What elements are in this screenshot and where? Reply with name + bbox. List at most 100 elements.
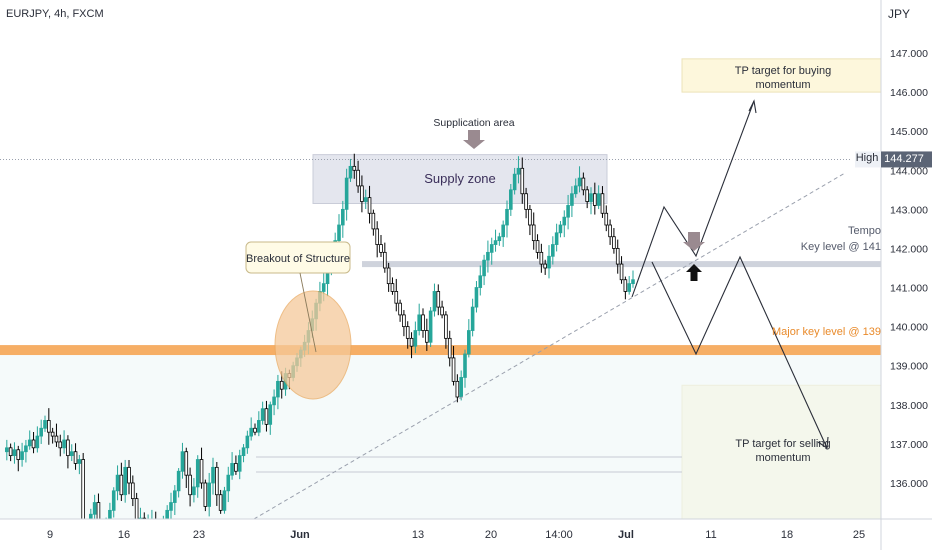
candle <box>352 153 357 179</box>
bullish-arrowhead <box>748 99 757 114</box>
candle <box>405 321 410 349</box>
y-tick-label: 143.000 <box>890 204 928 216</box>
candle-body <box>222 490 227 511</box>
x-tick-label: 13 <box>412 529 424 541</box>
candle-body <box>497 236 502 242</box>
candle-body <box>509 189 513 210</box>
candle <box>547 245 551 279</box>
candle-body <box>241 447 246 457</box>
candles-layer <box>5 153 635 520</box>
candle <box>512 167 517 195</box>
candle <box>463 349 467 388</box>
candle-body <box>165 509 169 520</box>
candle <box>184 447 189 488</box>
candle-body <box>363 197 368 202</box>
candle-body <box>12 449 17 457</box>
candle <box>486 240 490 273</box>
candle-body <box>573 185 578 195</box>
y-tick-label: 139.000 <box>890 361 928 373</box>
candle-body <box>123 466 127 496</box>
candle-body <box>108 509 112 520</box>
candle-body <box>421 314 425 331</box>
candle-body <box>570 193 574 206</box>
breakout-label: Breakout of Structure <box>246 253 350 265</box>
candle <box>169 492 173 519</box>
candle <box>520 157 525 204</box>
candle-body <box>436 291 441 308</box>
black-up-arrow <box>686 264 702 281</box>
candle <box>27 430 32 450</box>
candle-body <box>237 455 242 472</box>
candle <box>241 444 246 463</box>
candle-body <box>470 306 475 331</box>
candle <box>115 465 120 501</box>
y-tick-label: 146.000 <box>890 87 928 99</box>
candle <box>497 232 502 246</box>
candle <box>554 223 559 252</box>
candle-body <box>134 498 139 520</box>
candle <box>585 186 589 209</box>
candle-body <box>524 193 528 210</box>
candle-body <box>619 263 624 281</box>
candle <box>222 486 227 514</box>
high-value-tag <box>881 151 932 168</box>
candle-body <box>344 177 349 210</box>
candle-body <box>54 435 59 443</box>
candle-body <box>341 208 345 226</box>
candle-body <box>20 451 24 460</box>
trendline <box>253 172 846 520</box>
candle-body <box>211 466 215 484</box>
candle <box>367 185 372 224</box>
candle-body <box>218 494 223 511</box>
y-tick-label: 140.000 <box>890 322 928 334</box>
x-tick-label: 9 <box>47 529 53 541</box>
candle-body <box>69 451 74 457</box>
currency-label: JPY <box>888 7 910 21</box>
candle-body <box>551 244 555 257</box>
candle <box>394 278 399 312</box>
candle-body <box>215 466 219 496</box>
supply-zone-label: Supply zone <box>424 171 496 186</box>
candle <box>444 311 448 349</box>
candle-body <box>375 228 379 245</box>
candle <box>264 400 269 432</box>
candle-body <box>585 189 589 202</box>
candle-body <box>89 513 93 520</box>
x-tick-label: 20 <box>485 529 497 541</box>
candle <box>524 187 528 219</box>
candle-body <box>459 377 463 398</box>
candle <box>478 265 483 296</box>
candle <box>398 299 402 322</box>
candle <box>531 212 536 250</box>
candle-body <box>173 490 177 503</box>
candle-body <box>451 357 456 382</box>
candle <box>436 284 441 316</box>
high-value-label: 144.277 <box>884 153 924 165</box>
candle <box>589 187 593 215</box>
candle-body <box>447 337 452 359</box>
candle <box>260 401 265 425</box>
candle <box>272 389 276 416</box>
candle-body <box>390 283 395 292</box>
candle <box>428 307 433 347</box>
candle <box>203 479 208 512</box>
breakout-pointer <box>299 272 317 353</box>
candle <box>218 489 223 514</box>
candle-body <box>8 447 13 457</box>
candle <box>386 262 391 292</box>
candle-body <box>111 490 116 511</box>
candle-body <box>409 337 414 347</box>
candle-body <box>425 330 429 343</box>
y-tick-label: 147.000 <box>890 48 928 60</box>
candle-body <box>195 459 200 488</box>
candle <box>226 466 231 503</box>
candle-body <box>39 427 43 437</box>
candle-body <box>260 408 265 421</box>
candle-body <box>184 451 189 476</box>
candle <box>619 256 624 284</box>
candle-body <box>398 302 402 316</box>
candle <box>604 205 609 232</box>
y-tick-label: 137.000 <box>890 439 928 451</box>
